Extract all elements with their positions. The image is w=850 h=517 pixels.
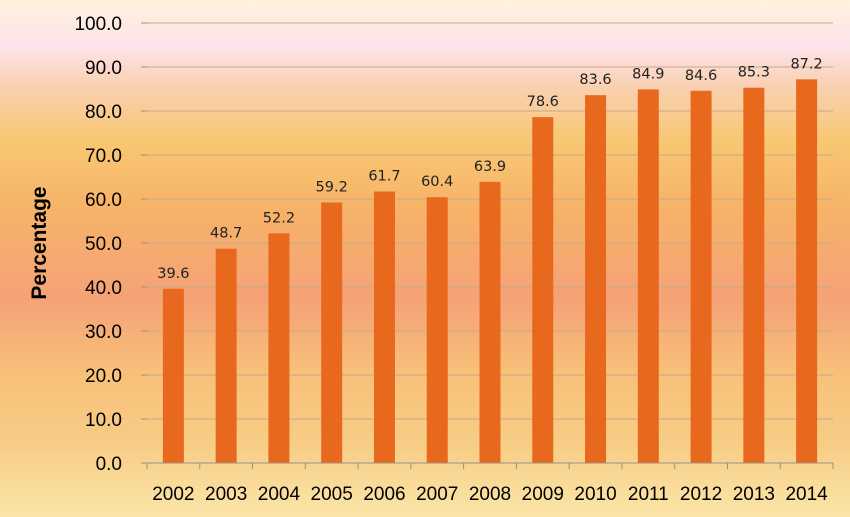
data-label-2007: 60.4 (421, 174, 453, 190)
data-label-2005: 59.2 (316, 180, 348, 196)
x-tick-label-2003: 2003 (205, 484, 247, 505)
bar-2002 (162, 288, 184, 463)
y-tick-label: 90.0 (85, 58, 122, 79)
x-tick-label-2007: 2007 (416, 484, 458, 505)
x-tick-labels: 2002 2003 2004 2005 2006 2007 2008 2009 2010 2011… (152, 484, 828, 505)
x-tick-label-2009: 2009 (522, 484, 564, 505)
y-axis-title: Percentage (28, 186, 51, 299)
bar-2004 (268, 233, 290, 463)
bar-2011 (637, 89, 659, 463)
y-tick-label: 80.0 (85, 102, 122, 123)
y-tick-label: 40.0 (85, 278, 122, 299)
bar-2006 (373, 191, 395, 463)
y-tick-label: 30.0 (85, 322, 122, 343)
data-label-2006: 61.7 (368, 169, 400, 185)
bars (162, 79, 818, 464)
data-label-2009: 78.6 (527, 94, 559, 110)
bar-2008 (479, 181, 501, 463)
bar-2014 (796, 79, 818, 463)
y-tick-labels: 0.0 10.0 20.0 30.0 40.0 50.0 60.0 70.0 80.0 90.0 1… (74, 14, 122, 475)
data-label-2012: 84.6 (685, 68, 717, 84)
bar-2009 (532, 117, 554, 463)
x-tick-label-2004: 2004 (258, 484, 301, 505)
data-label-2003: 48.7 (210, 226, 242, 242)
x-tick-label-2008: 2008 (469, 484, 511, 505)
x-tick-label-2005: 2005 (311, 484, 353, 505)
data-label-2014: 87.2 (790, 56, 822, 72)
x-tick-label-2010: 2010 (574, 484, 616, 505)
data-label-2010: 83.6 (579, 72, 611, 88)
y-tick-label: 50.0 (85, 234, 122, 255)
bar-2007 (426, 197, 448, 464)
bar-2003 (215, 248, 237, 463)
x-tick-label-2006: 2006 (363, 484, 405, 505)
y-tick-label: 20.0 (85, 366, 122, 387)
data-labels: 39.6 48.7 52.2 59.2 61.7 60.4 63.9 78.6 83.6 84.9… (157, 56, 823, 281)
x-tick-label-2014: 2014 (785, 484, 828, 505)
data-label-2013: 85.3 (738, 65, 770, 81)
data-label-2002: 39.6 (157, 266, 189, 282)
y-tick-label: 70.0 (85, 146, 122, 167)
data-label-2008: 63.9 (474, 159, 506, 175)
x-tick-label-2011: 2011 (628, 484, 669, 505)
x-tick-label-2002: 2002 (152, 484, 194, 505)
y-tick-label: 10.0 (85, 410, 122, 431)
bar-2005 (321, 202, 343, 463)
data-label-2011: 84.9 (632, 66, 664, 82)
bar-2010 (585, 95, 607, 463)
y-tick-label: 0.0 (96, 454, 122, 475)
x-tick-label-2012: 2012 (680, 484, 722, 505)
axes (141, 22, 834, 469)
y-tick-label: 100.0 (74, 14, 122, 35)
bar-2012 (690, 90, 712, 463)
bar-2013 (743, 87, 765, 464)
x-tick-label-2013: 2013 (733, 484, 775, 505)
data-label-2004: 52.2 (263, 210, 295, 226)
y-tick-label: 60.0 (85, 190, 122, 211)
